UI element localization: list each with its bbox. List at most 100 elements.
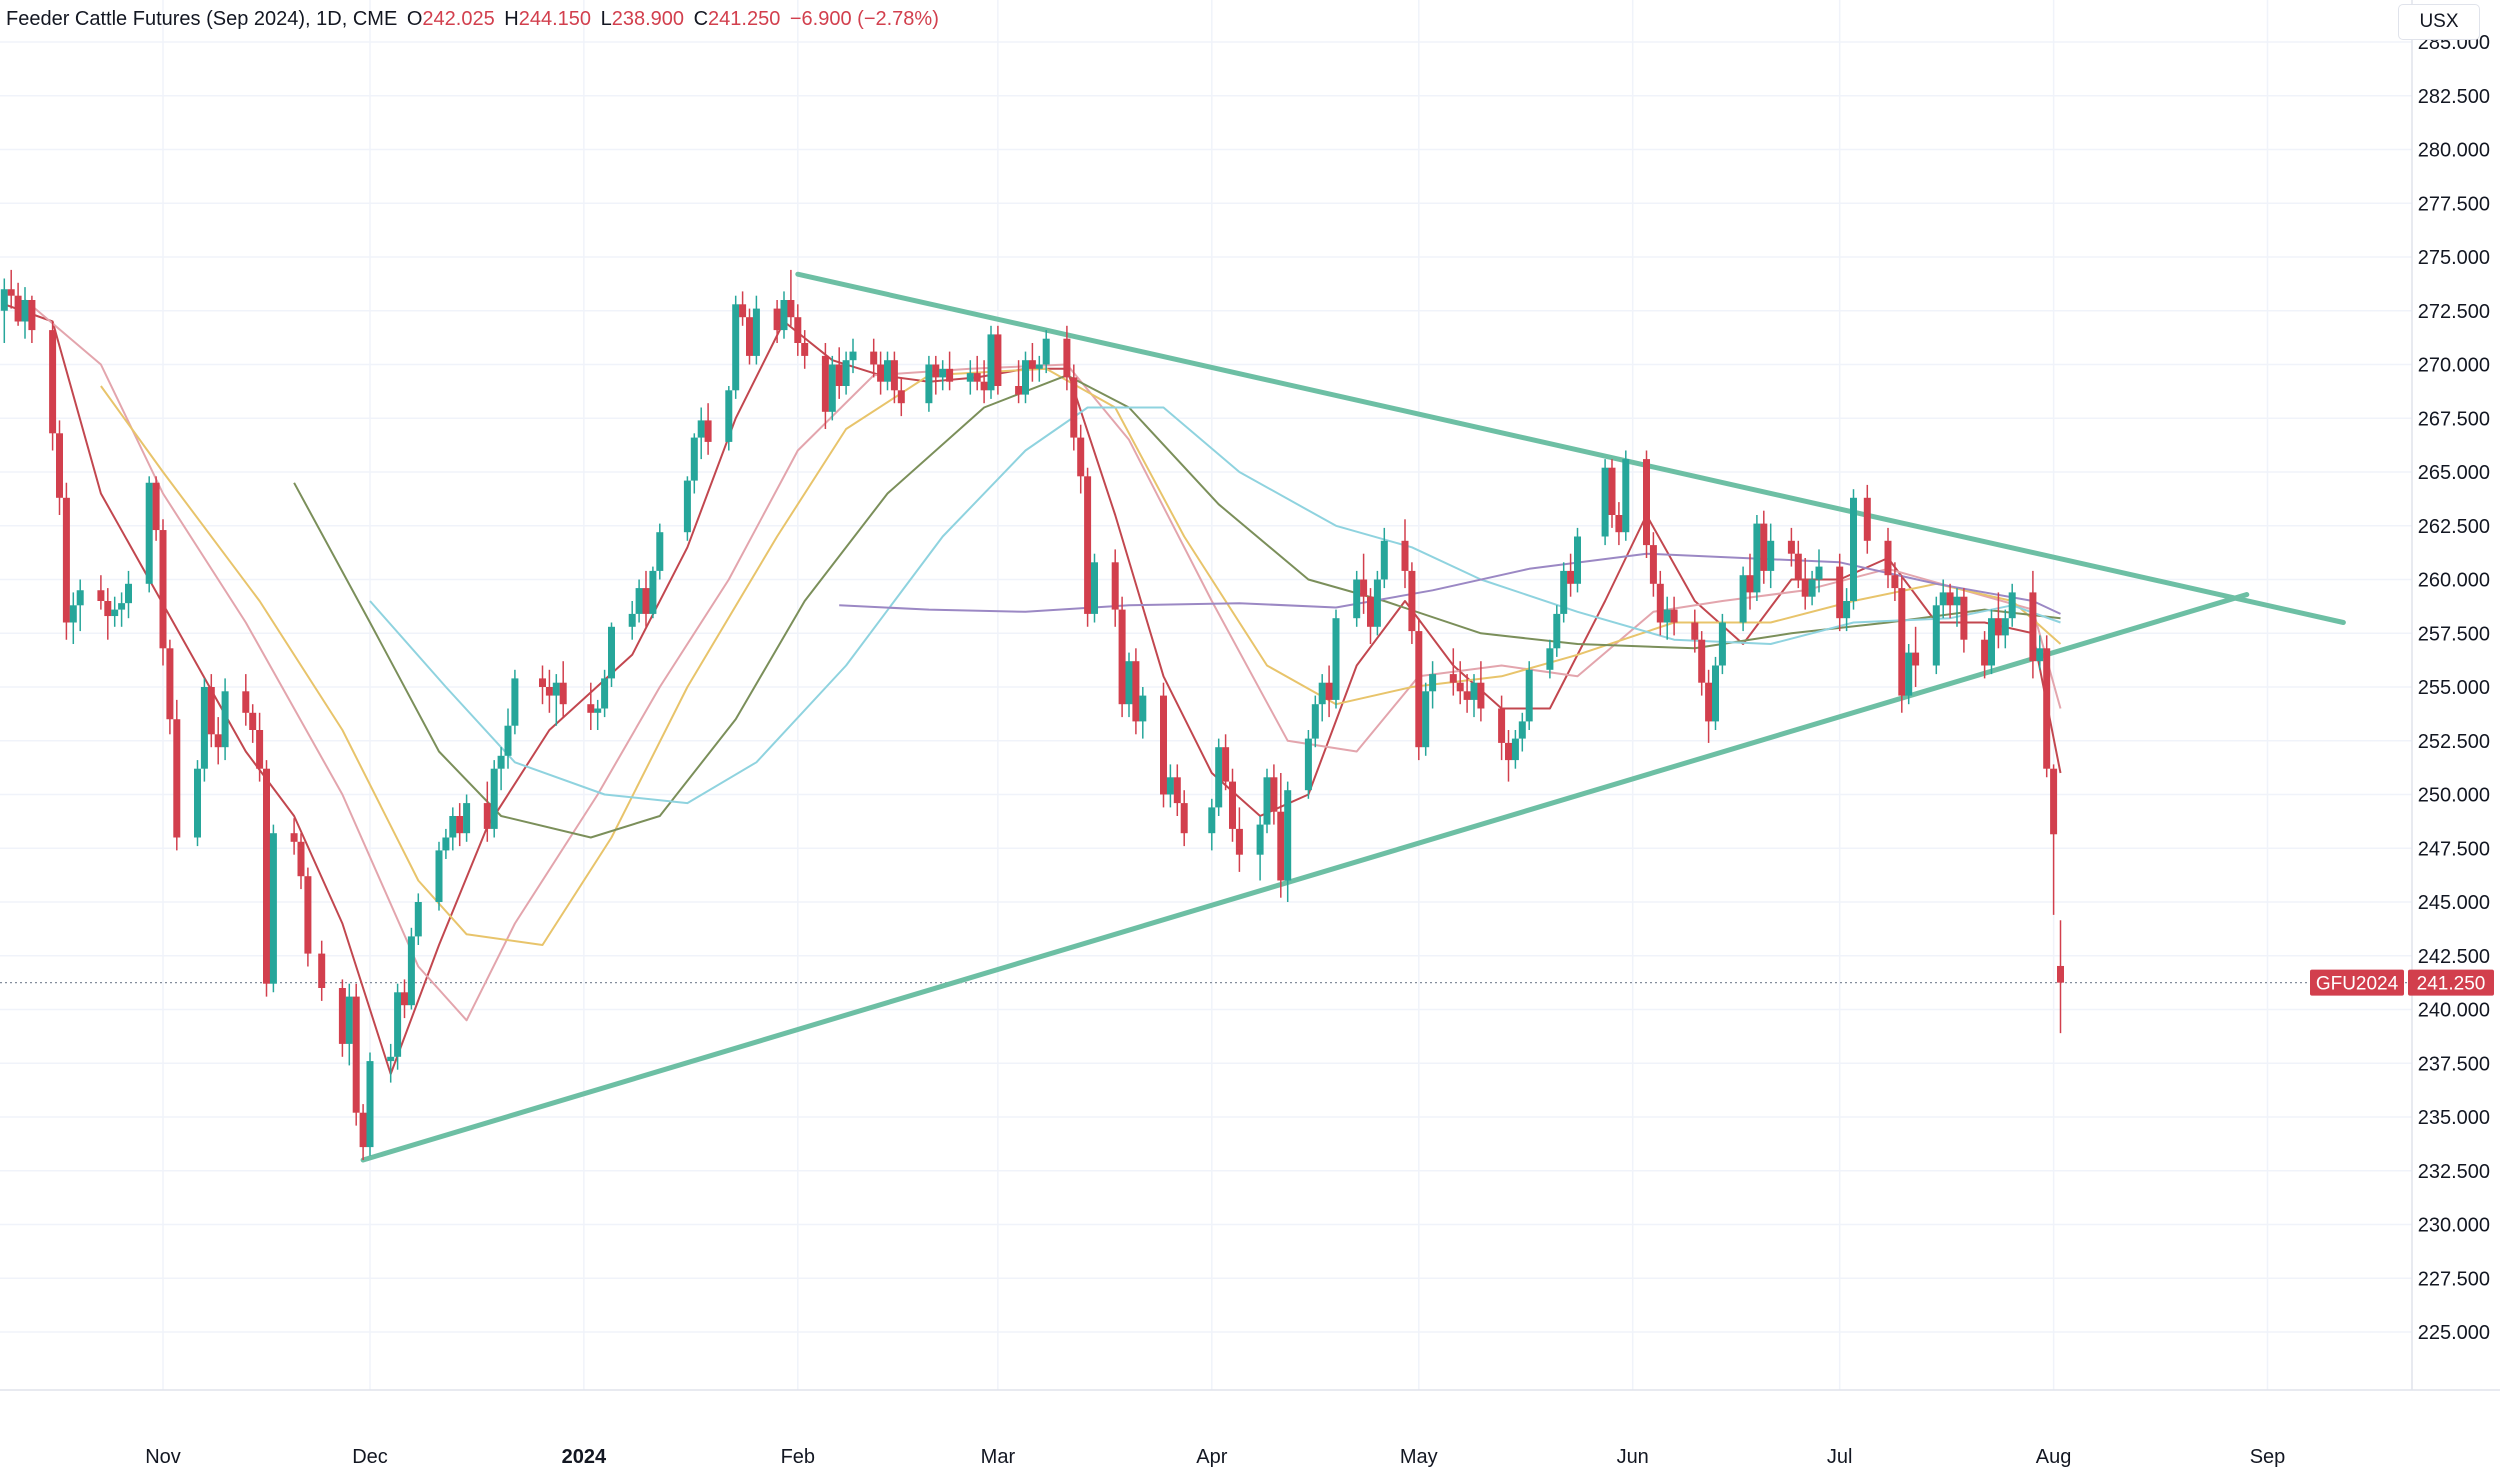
candle-body bbox=[1946, 592, 1954, 606]
open-label: O bbox=[406, 8, 423, 30]
y-tick-label: 272.500 bbox=[2418, 301, 2490, 323]
candle bbox=[787, 269, 795, 326]
candle-body bbox=[1166, 777, 1174, 795]
candle-body bbox=[1084, 476, 1092, 614]
candle-body bbox=[1498, 708, 1506, 743]
candle-body bbox=[1042, 338, 1050, 365]
candle-body bbox=[1884, 540, 1892, 576]
candle-body bbox=[897, 390, 905, 404]
candle-body bbox=[635, 588, 643, 614]
candle bbox=[1884, 527, 1892, 589]
candle-body bbox=[1111, 562, 1119, 610]
candle-body bbox=[821, 355, 829, 412]
candle-body bbox=[994, 334, 1002, 386]
candle-body bbox=[2008, 592, 2016, 619]
candle-body bbox=[1746, 575, 1754, 593]
candle-body bbox=[870, 351, 878, 365]
candle bbox=[159, 519, 167, 666]
candle-body bbox=[1139, 695, 1147, 722]
candle-body bbox=[1304, 738, 1312, 791]
low-value: 238.900 bbox=[611, 8, 684, 30]
candle bbox=[1649, 532, 1657, 597]
candle-body bbox=[1277, 811, 1285, 881]
candle bbox=[2036, 635, 2044, 670]
candle-body bbox=[352, 996, 360, 1113]
candle-body bbox=[2001, 618, 2009, 636]
candle bbox=[290, 818, 298, 855]
candle bbox=[1615, 502, 1623, 546]
candle-body bbox=[1063, 338, 1071, 378]
candle bbox=[56, 420, 63, 515]
candle-body bbox=[28, 300, 36, 331]
candle bbox=[1643, 450, 1650, 558]
candle-body bbox=[1215, 747, 1223, 808]
candle bbox=[173, 699, 181, 851]
candle bbox=[97, 575, 105, 610]
candle-body bbox=[1649, 545, 1657, 584]
candle bbox=[1739, 566, 1747, 632]
candle-body bbox=[49, 330, 57, 434]
trendlines[interactable] bbox=[360, 271, 2346, 1163]
candle bbox=[821, 343, 829, 429]
candle-body bbox=[725, 390, 733, 442]
candle bbox=[1277, 773, 1285, 898]
candle-body bbox=[401, 992, 408, 1006]
candle bbox=[1698, 631, 1706, 696]
candle-body bbox=[1843, 601, 1851, 619]
candle-body bbox=[1380, 540, 1388, 580]
candle-body bbox=[145, 482, 153, 584]
symbol-legend[interactable]: Feeder Cattle Futures (Sep 2024), 1D, CM… bbox=[6, 8, 943, 31]
candle-body bbox=[1960, 596, 1968, 640]
candle-body bbox=[407, 936, 415, 1006]
candle bbox=[1946, 583, 1954, 619]
candle bbox=[2029, 570, 2037, 679]
candle bbox=[725, 386, 733, 451]
candle bbox=[1898, 575, 1906, 713]
candle bbox=[1415, 618, 1423, 761]
candle-body bbox=[1815, 566, 1823, 580]
y-tick-label: 245.000 bbox=[2418, 892, 2490, 914]
candle bbox=[504, 708, 512, 769]
candle-body bbox=[1235, 828, 1243, 855]
candle-body bbox=[1463, 691, 1471, 700]
price-axis[interactable]: 285.000282.500280.000277.500275.000272.5… bbox=[2418, 32, 2490, 1344]
candle-body bbox=[1801, 579, 1809, 597]
candle bbox=[125, 570, 132, 619]
candle-body bbox=[752, 308, 760, 356]
candle-body bbox=[1546, 648, 1554, 670]
time-axis[interactable]: Nov Dec 2024 Feb Mar Apr May Jun Jul Aug Sep bbox=[145, 1446, 2285, 1468]
candle-body bbox=[683, 480, 691, 533]
candle-body bbox=[173, 719, 181, 838]
candle bbox=[1801, 558, 1809, 610]
candle-body bbox=[1836, 566, 1844, 619]
candle bbox=[994, 325, 1002, 395]
candle bbox=[1794, 540, 1802, 589]
candle bbox=[104, 588, 112, 640]
candle bbox=[1235, 807, 1243, 872]
candle bbox=[1836, 553, 1844, 632]
candle-body bbox=[290, 833, 298, 842]
candle-body bbox=[338, 988, 346, 1044]
candle-body bbox=[1118, 609, 1126, 705]
badge-price-box bbox=[2408, 969, 2494, 996]
y-tick-label: 265.000 bbox=[2418, 462, 2490, 484]
candle-body bbox=[449, 816, 457, 838]
candle-body bbox=[1939, 592, 1947, 606]
candle bbox=[1767, 523, 1775, 589]
candle-body bbox=[780, 300, 788, 331]
currency-button[interactable]: USX bbox=[2398, 4, 2480, 40]
candle-body bbox=[97, 590, 105, 601]
candle bbox=[118, 592, 126, 627]
candle bbox=[463, 794, 471, 842]
y-tick-label: 267.500 bbox=[2418, 408, 2490, 430]
candle bbox=[780, 291, 788, 339]
candle-body bbox=[152, 482, 160, 531]
candle-body bbox=[1601, 467, 1609, 537]
candle bbox=[449, 807, 457, 851]
symbol-title[interactable]: Feeder Cattle Futures (Sep 2024), 1D, CM… bbox=[6, 8, 398, 30]
candle bbox=[49, 321, 57, 451]
candle-body bbox=[1850, 497, 1857, 601]
candle bbox=[1994, 592, 2002, 649]
candle bbox=[152, 476, 160, 541]
